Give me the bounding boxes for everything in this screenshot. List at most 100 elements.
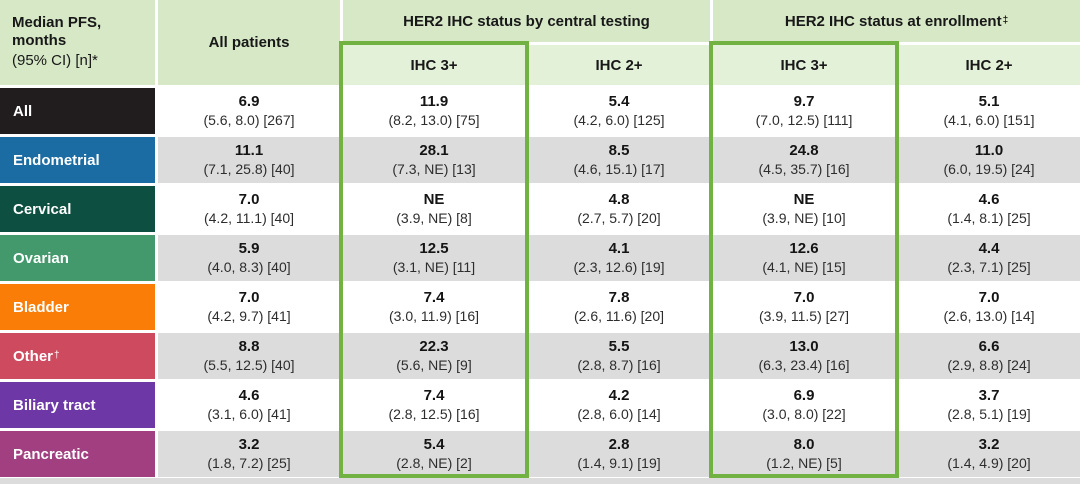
median-value: 7.0: [238, 191, 260, 209]
row-label-cervical: Cervical: [0, 186, 155, 232]
row-label-pancreatic: Pancreatic: [0, 431, 155, 477]
median-value: NE: [423, 191, 445, 209]
cell-pancreatic-ihc3-central: 5.4 (2.8, NE) [2]: [343, 431, 525, 477]
ci-n-text: (5.6, 8.0) [267]: [203, 111, 295, 128]
cell-all-ihc3-central: 11.9 (8.2, 13.0) [75]: [343, 88, 525, 134]
cell-other-ihc2-enrollment: 6.6 (2.9, 8.8) [24]: [898, 333, 1080, 379]
cell-cervical-ihc3-enrollment: NE (3.9, NE) [10]: [713, 186, 895, 232]
cell-pancreatic-ihc3-enrollment: 8.0 (1.2, NE) [5]: [713, 431, 895, 477]
median-value: 7.4: [423, 289, 445, 307]
cell-biliary-ihc3-central: 7.4 (2.8, 12.5) [16]: [343, 382, 525, 428]
cell-pancreatic-ihc2-enrollment: 3.2 (1.4, 4.9) [20]: [898, 431, 1080, 477]
header-row-dimension: Median PFS, months (95% CI) [n]*: [0, 0, 155, 85]
cell-endometrial-ihc3-enrollment: 24.8 (4.5, 35.7) [16]: [713, 137, 895, 183]
header-all-patients: All patients: [158, 0, 340, 85]
row-label-text: Other: [13, 347, 54, 365]
median-value: 5.1: [978, 93, 1000, 111]
ci-n-text: (3.9, NE) [8]: [396, 209, 472, 226]
ci-n-text: (1.8, 7.2) [25]: [207, 454, 291, 471]
cell-ovarian-ihc3-enrollment: 12.6 (4.1, NE) [15]: [713, 235, 895, 281]
ci-n-text: (7.3, NE) [13]: [392, 160, 476, 177]
median-value: 9.7: [793, 93, 815, 111]
cell-cervical-ihc2-central: 4.8 (2.7, 5.7) [20]: [528, 186, 710, 232]
median-value: 4.2: [608, 387, 630, 405]
ci-n-text: (5.6, NE) [9]: [396, 356, 472, 373]
ci-n-text: (2.3, 12.6) [19]: [573, 258, 665, 275]
col-header-ihc3-enrollment: IHC 3+: [713, 45, 895, 85]
row-label-ovarian: Ovarian: [0, 235, 155, 281]
row-label-text: All: [13, 102, 33, 120]
row-label-text: Ovarian: [13, 249, 69, 267]
cell-other-ihc3-central: 22.3 (5.6, NE) [9]: [343, 333, 525, 379]
ci-n-text: (3.0, 8.0) [22]: [762, 405, 846, 422]
row-label-bladder: Bladder: [0, 284, 155, 330]
header-group-central-text: HER2 IHC status by central testing: [403, 12, 650, 30]
median-value: 22.3: [419, 338, 449, 356]
col-header-ihc2-enrollment: IHC 2+: [898, 45, 1080, 85]
ci-n-text: (4.5, 35.7) [16]: [758, 160, 850, 177]
median-value: 28.1: [419, 142, 449, 160]
header-title-note: (95% CI) [n]*: [12, 52, 98, 70]
median-value: 4.4: [978, 240, 1000, 258]
cell-biliary-ihc2-enrollment: 3.7 (2.8, 5.1) [19]: [898, 382, 1080, 428]
cell-biliary-ihc3-enrollment: 6.9 (3.0, 8.0) [22]: [713, 382, 895, 428]
median-value: 12.5: [419, 240, 449, 258]
cell-ovarian-all-patients: 5.9 (4.0, 8.3) [40]: [158, 235, 340, 281]
median-value: 5.4: [423, 436, 445, 454]
ci-n-text: (3.9, 11.5) [27]: [758, 307, 849, 324]
cell-bladder-ihc3-central: 7.4 (3.0, 11.9) [16]: [343, 284, 525, 330]
ci-n-text: (3.9, NE) [10]: [762, 209, 846, 226]
cell-other-ihc2-central: 5.5 (2.8, 8.7) [16]: [528, 333, 710, 379]
col-header-ihc2-central: IHC 2+: [528, 45, 710, 85]
ci-n-text: (2.6, 13.0) [14]: [943, 307, 1035, 324]
header-group-central-testing: HER2 IHC status by central testing: [343, 0, 710, 42]
cell-bladder-all-patients: 7.0 (4.2, 9.7) [41]: [158, 284, 340, 330]
row-label-text: Biliary tract: [13, 396, 96, 414]
row-label-text: Pancreatic: [13, 445, 89, 463]
header-group-enrollment-text: HER2 IHC status at enrollment: [784, 12, 1002, 30]
ci-n-text: (2.9, 8.8) [24]: [947, 356, 1031, 373]
ci-n-text: (2.8, 8.7) [16]: [577, 356, 661, 373]
cell-all-ihc3-enrollment: 9.7 (7.0, 12.5) [111]: [713, 88, 895, 134]
row-label-text: Endometrial: [13, 151, 100, 169]
median-value: 11.9: [419, 93, 449, 111]
median-value: 8.5: [608, 142, 630, 160]
median-value: 24.8: [789, 142, 819, 160]
header-title-text: Median PFS, months: [12, 13, 102, 50]
median-value: 3.2: [978, 436, 1000, 454]
cell-biliary-ihc2-central: 4.2 (2.8, 6.0) [14]: [528, 382, 710, 428]
median-value: 5.9: [238, 240, 260, 258]
cell-bladder-ihc2-enrollment: 7.0 (2.6, 13.0) [14]: [898, 284, 1080, 330]
ci-n-text: (7.1, 25.8) [40]: [203, 160, 295, 177]
median-value: 5.5: [608, 338, 630, 356]
cell-other-ihc3-enrollment: 13.0 (6.3, 23.4) [16]: [713, 333, 895, 379]
ci-n-text: (4.2, 6.0) [125]: [573, 111, 665, 128]
median-value: 5.4: [608, 93, 630, 111]
median-value: 7.4: [423, 387, 445, 405]
median-value: 4.6: [978, 191, 1000, 209]
cell-ovarian-ihc2-enrollment: 4.4 (2.3, 7.1) [25]: [898, 235, 1080, 281]
row-label-other: Other †: [0, 333, 155, 379]
ci-n-text: (2.6, 11.6) [20]: [573, 307, 664, 324]
median-value: 7.0: [793, 289, 815, 307]
ci-n-text: (2.8, NE) [2]: [396, 454, 472, 471]
median-value: 7.0: [238, 289, 260, 307]
median-value: 8.0: [793, 436, 815, 454]
cell-endometrial-ihc3-central: 28.1 (7.3, NE) [13]: [343, 137, 525, 183]
ci-n-text: (2.8, 5.1) [19]: [947, 405, 1031, 422]
ci-n-text: (2.7, 5.7) [20]: [577, 209, 661, 226]
ci-n-text: (4.2, 11.1) [40]: [203, 209, 294, 226]
ci-n-text: (4.6, 15.1) [17]: [573, 160, 665, 177]
ci-n-text: (6.3, 23.4) [16]: [758, 356, 850, 373]
ci-n-text: (4.1, NE) [15]: [762, 258, 846, 275]
median-value: 13.0: [789, 338, 819, 356]
cell-all-all-patients: 6.9 (5.6, 8.0) [267]: [158, 88, 340, 134]
cell-cervical-ihc3-central: NE (3.9, NE) [8]: [343, 186, 525, 232]
median-value: 11.1: [234, 142, 264, 160]
ci-n-text: (6.0, 19.5) [24]: [943, 160, 1035, 177]
median-value: 3.2: [238, 436, 260, 454]
row-label-text: Bladder: [13, 298, 69, 316]
cell-bladder-ihc2-central: 7.8 (2.6, 11.6) [20]: [528, 284, 710, 330]
median-value: 7.0: [978, 289, 1000, 307]
ci-n-text: (3.1, NE) [11]: [392, 258, 476, 275]
